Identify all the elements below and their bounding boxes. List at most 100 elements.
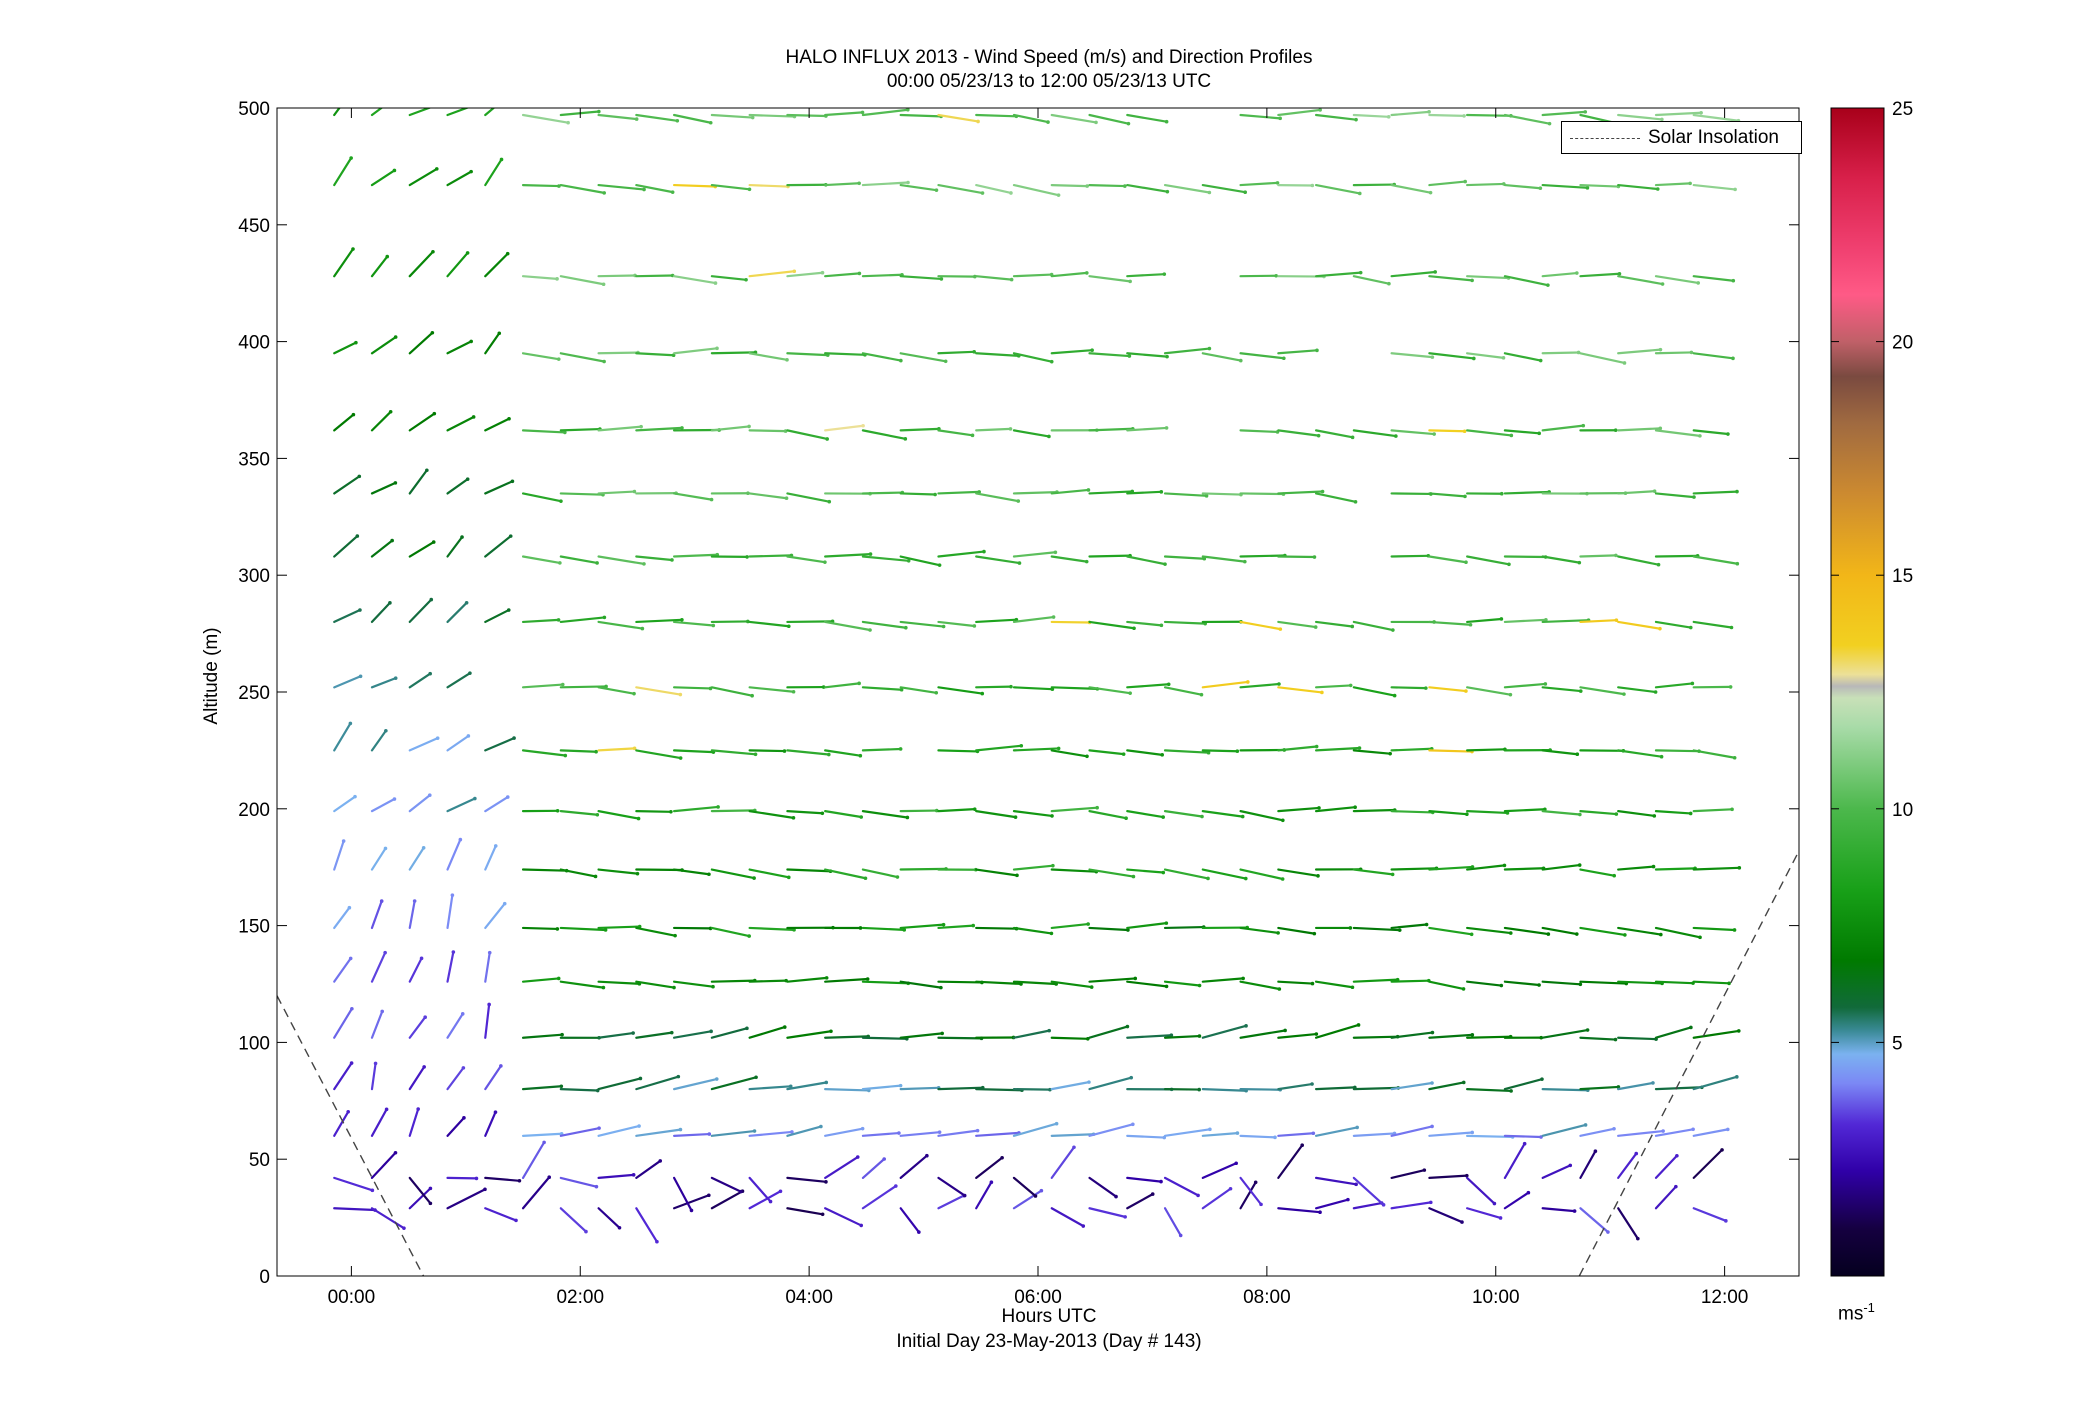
wind-vector [1541, 1164, 1572, 1179]
wind-vector-head [469, 169, 473, 174]
wind-vector [1352, 275, 1391, 285]
wind-vector [1428, 492, 1467, 498]
wind-vector-head [1660, 117, 1664, 122]
wind-vector-head [1128, 691, 1132, 695]
wind-vector-head [341, 839, 346, 843]
wind-vector [1088, 490, 1134, 495]
wind-vector [333, 341, 357, 355]
wind-vector [408, 108, 432, 117]
wind-vector [1692, 1029, 1740, 1039]
wind-vector [1503, 1142, 1526, 1179]
wind-vector-head [962, 1193, 967, 1198]
y-tick-label: 300 [238, 566, 270, 587]
wind-vector [1617, 686, 1657, 694]
wind-vector [559, 1127, 601, 1137]
wind-vector-head [1538, 186, 1543, 191]
wind-vector-head [1472, 356, 1476, 361]
wind-vector-head [1386, 115, 1391, 119]
wind-vector-head [937, 1130, 942, 1134]
wind-vector-head [1246, 680, 1250, 684]
wind-vector [710, 749, 757, 756]
wind-vector [1541, 1123, 1587, 1137]
colorbar-tick-label: 5 [1892, 1033, 1903, 1054]
wind-vector-head [1085, 271, 1089, 275]
wind-vector [748, 270, 796, 278]
wind-vector-head [1622, 692, 1626, 696]
wind-vector [1012, 1189, 1043, 1210]
wind-vector-head [499, 157, 504, 162]
wind-vector-head [431, 540, 436, 544]
wind-vector [1466, 686, 1512, 696]
wind-vector [1088, 749, 1125, 756]
wind-vector [748, 810, 795, 819]
wind-vector [1654, 810, 1692, 815]
wind-vector-head [790, 1130, 794, 1134]
colorbar-tick-label: 25 [1892, 99, 1913, 120]
wind-vector-head [1424, 686, 1428, 690]
wind-vector-head [1206, 876, 1210, 881]
wind-vector-head [428, 1201, 433, 1206]
wind-vector [1390, 429, 1436, 436]
wind-vector-head [1546, 932, 1551, 936]
wind-vector [484, 535, 512, 558]
wind-vector [824, 620, 872, 632]
wind-vector [1466, 275, 1510, 280]
wind-vector [975, 926, 1018, 930]
wind-vector [333, 722, 352, 752]
wind-vector [1692, 808, 1734, 813]
wind-vector [899, 809, 938, 813]
wind-vector-head [1537, 431, 1541, 436]
wind-vector [937, 924, 975, 930]
wind-vector-head [676, 1074, 681, 1079]
wind-vector [1201, 555, 1246, 563]
wind-vector [710, 1190, 744, 1210]
wind-vector-head [1540, 1077, 1544, 1081]
wind-vector [370, 951, 387, 983]
wind-vector [484, 608, 510, 624]
wind-vector [786, 976, 828, 983]
wind-vector [408, 1065, 426, 1091]
wind-vector-head [972, 350, 976, 354]
wind-vector-head [1277, 987, 1282, 991]
wind-vector-head [744, 277, 748, 282]
wind-vector-head [1315, 348, 1319, 353]
wind-vector [559, 183, 606, 194]
wind-vector-head [670, 190, 675, 194]
wind-vector [937, 113, 980, 123]
wind-vector [333, 839, 345, 871]
wind-vector [1654, 554, 1699, 558]
wind-vector [1617, 749, 1663, 758]
wind-vector [1239, 352, 1285, 360]
wind-vector-head [1089, 985, 1094, 989]
wind-vector-head [1312, 555, 1317, 559]
wind-vector [1314, 620, 1354, 628]
wind-vector [1239, 980, 1281, 991]
y-tick-label: 500 [238, 99, 270, 120]
wind-vector-head [1049, 359, 1054, 364]
wind-vector-head [715, 346, 719, 351]
wind-vector [975, 1131, 1020, 1137]
wind-vector [861, 1131, 901, 1137]
wind-vector-head [1661, 1129, 1665, 1133]
wind-vector [446, 1012, 464, 1039]
wind-vector [1239, 682, 1281, 689]
wind-vector-head [1160, 753, 1164, 757]
wind-vector-head [1280, 877, 1285, 881]
wind-vector-head [510, 479, 515, 484]
wind-vector [1277, 108, 1322, 117]
wind-vector [333, 906, 351, 930]
wind-vector [1466, 429, 1513, 437]
wind-vector-head [388, 409, 393, 414]
wind-vector-head [1433, 270, 1437, 274]
wind-vector-head [1350, 985, 1355, 990]
wind-vector-head [1698, 434, 1702, 438]
wind-vector-head [1462, 429, 1467, 434]
wind-vector [1352, 1201, 1383, 1210]
wind-vector-head [353, 794, 357, 799]
wind-vector [1428, 1207, 1464, 1224]
wind-vector-head [402, 1226, 406, 1230]
wind-vector [1201, 1088, 1248, 1092]
wind-vector [446, 950, 455, 983]
wind-vector [521, 352, 560, 361]
wind-vector-head [707, 1193, 711, 1198]
